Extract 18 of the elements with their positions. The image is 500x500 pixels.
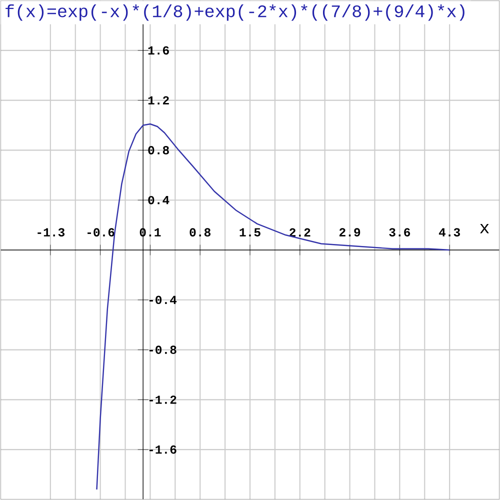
y-tick-label: 1.2 [148, 96, 169, 104]
x-tick-label: 2.9 [339, 228, 360, 236]
x-axis-title: x [480, 224, 489, 234]
y-tick-label: 0.8 [148, 146, 169, 154]
x-tick-label: 4.3 [438, 228, 460, 236]
y-tick-label: -1.6 [149, 445, 176, 454]
x-tick-label: 0.8 [190, 228, 210, 236]
chart-title: f(x)=exp(-x)*(1/8)+exp(-2*x)*((7/8)+(9/4)*x) [6, 4, 464, 21]
x-tick-label: -1.3 [38, 228, 65, 236]
x-tick-label: 3.6 [389, 228, 410, 236]
y-tick-label: -0.8 [149, 346, 176, 354]
x-tick-label: 1.5 [240, 228, 260, 236]
x-tick-label: 2.2 [290, 228, 310, 236]
y-tick-label: -1.2 [149, 396, 176, 404]
y-tick-label: -0.4 [149, 296, 177, 304]
y-tick-label: 0.4 [148, 196, 170, 204]
x-tick-label: -0.6 [88, 228, 114, 236]
y-tick-label: 1.6 [148, 46, 169, 55]
